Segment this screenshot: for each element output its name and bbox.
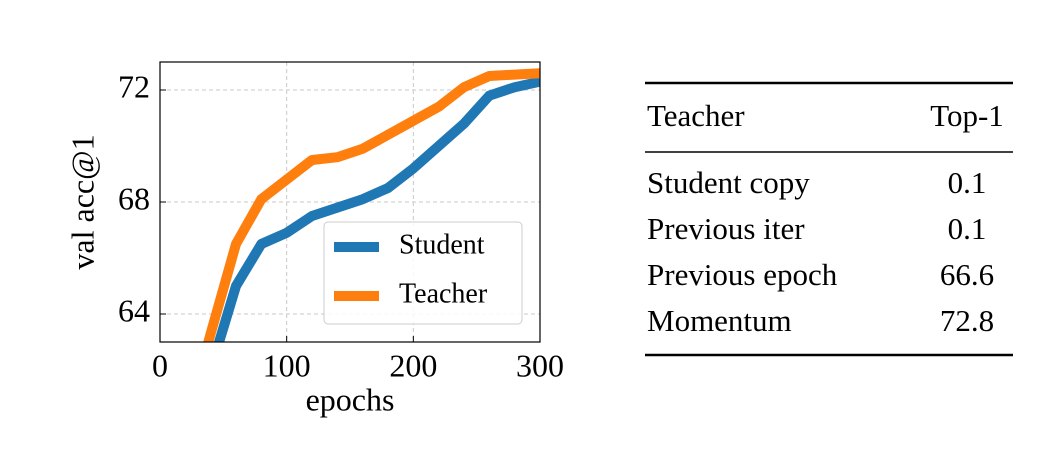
legend-label: Teacher (399, 278, 488, 309)
table: Teacher Top-1 Student copy 0.1 Previous iter… (645, 81, 1013, 357)
lines (203, 68, 540, 342)
table-cell: Previous epoch (647, 257, 838, 292)
x-axis-label: epochs (306, 381, 395, 417)
legend: Student Teacher (323, 221, 523, 325)
y-tick-label: 68 (118, 180, 150, 216)
series-line (213, 76, 540, 342)
table-cell: 66.6 (940, 257, 994, 292)
x-tick-label: 100 (263, 347, 311, 383)
x-tick-label: 200 (389, 347, 437, 383)
table-cell: Previous iter (647, 211, 805, 246)
table-cell: Student copy (647, 165, 810, 200)
y-tick-label: 72 (118, 68, 150, 104)
legend-label: Student (399, 229, 485, 260)
axes-frame (159, 61, 541, 343)
x-tick-label: 0 (152, 347, 168, 383)
table-cell: Momentum (647, 303, 792, 338)
table-header: Top-1 (930, 98, 1004, 133)
plot-area: 0 100 200 300 64 68 72 epochs val acc@1 Student Te… (64, 61, 564, 417)
table-cell: 0.1 (948, 211, 987, 246)
series-line (203, 68, 540, 342)
x-tick-label: 300 (516, 347, 564, 383)
table-header: Teacher (647, 98, 745, 133)
table-cell: 0.1 (948, 165, 987, 200)
y-axis-label: val acc@1 (64, 134, 100, 269)
table-cell: 72.8 (940, 303, 994, 338)
y-tick-label: 64 (118, 292, 150, 328)
